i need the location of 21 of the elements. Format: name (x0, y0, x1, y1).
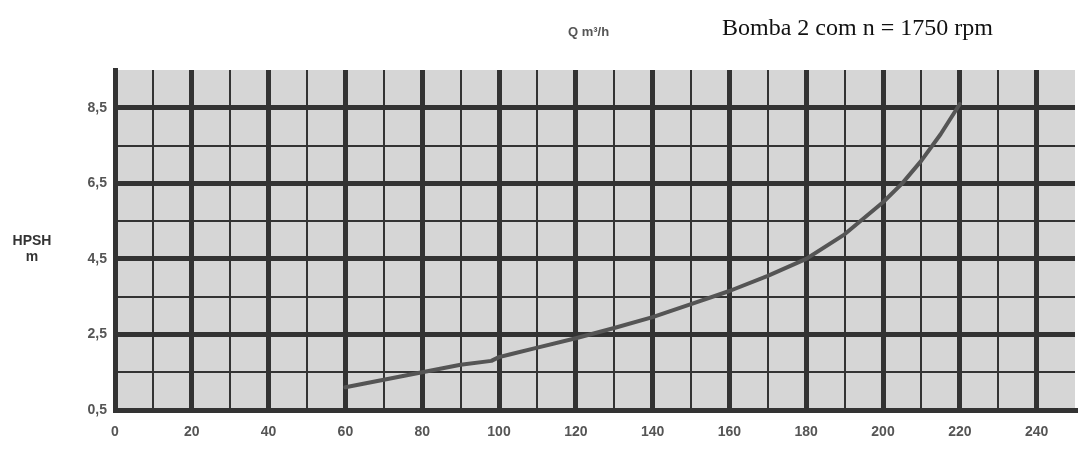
x-tick-label: 160 (717, 423, 742, 440)
y-axis-title: HPSH m (11, 232, 53, 264)
x-tick-label: 40 (260, 423, 277, 440)
x-tick-label: 200 (871, 423, 895, 440)
x-tick-label: 220 (948, 423, 972, 440)
x-tick-label: 20 (184, 423, 200, 440)
y-tick-label: 2,5 (87, 325, 108, 342)
y-tick-label: 6,5 (87, 174, 108, 191)
x-tick-label: 0 (111, 423, 120, 440)
y-tick-label: 0,5 (87, 400, 108, 417)
y-tick-label: 4,5 (87, 249, 108, 266)
chart-title: Bomba 2 com n = 1750 rpm (722, 14, 993, 41)
x-tick-label: 240 (1024, 423, 1049, 440)
y-tick-label: 8,5 (87, 98, 108, 115)
x-tick-label: 140 (640, 423, 665, 440)
x-tick-label: 180 (794, 423, 819, 440)
x-tick-label: 60 (337, 423, 354, 440)
x-axis-title: Q m³/h (568, 24, 610, 39)
x-tick-label: 100 (487, 423, 511, 440)
x-tick-label: 80 (414, 423, 431, 440)
x-tick-label: 120 (564, 423, 588, 440)
